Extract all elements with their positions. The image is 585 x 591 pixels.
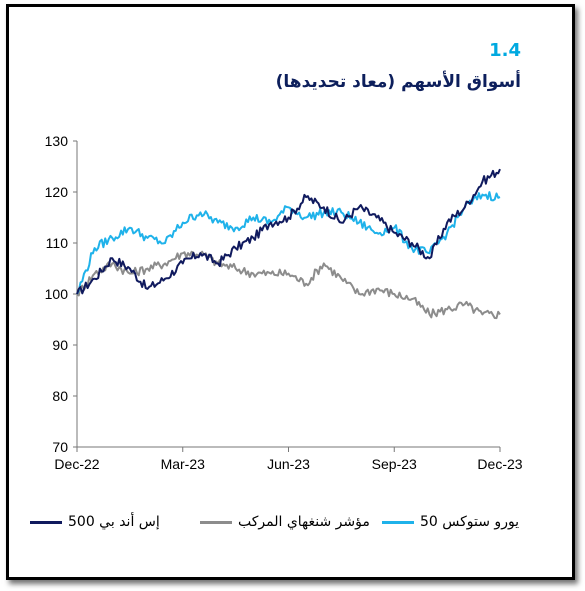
legend-item-shanghai: مؤشر شنغهاي المركب [200, 514, 370, 530]
y-tick-label: 90 [52, 337, 68, 353]
legend-item-sp500: إس أند بي 500 [30, 514, 160, 530]
y-tick-label: 80 [52, 388, 68, 404]
legend-label-eurostoxx: يورو ستوكس 50 [420, 514, 520, 530]
y-axis-ticks: 70 80 90 100 110 120 130 [45, 133, 77, 455]
line-chart: 70 80 90 100 110 120 130 Dec-22 Mar-23 Jun-23 Sep… [45, 133, 523, 472]
figure-title: أسواق الأسهم (معاد تحديدها) [275, 72, 521, 92]
series-line-sp500 [76, 168, 501, 295]
chart-axes [76, 141, 500, 448]
chart-series-lines [76, 168, 501, 320]
y-tick-label: 100 [45, 286, 69, 302]
legend-label-shanghai: مؤشر شنغهاي المركب [238, 514, 370, 530]
x-tick-label: Dec-23 [477, 456, 522, 472]
x-tick-label: Dec-22 [54, 456, 99, 472]
x-tick-label: Mar-23 [161, 456, 206, 472]
legend-swatch-eurostoxx [382, 520, 414, 524]
figure-frame [6, 4, 575, 580]
legend-swatch-sp500 [30, 520, 62, 524]
x-tick-label: Jun-23 [267, 456, 310, 472]
y-tick-label: 130 [45, 133, 69, 149]
legend-item-eurostoxx: يورو ستوكس 50 [382, 514, 519, 530]
legend-label-sp500: إس أند بي 500 [68, 514, 160, 530]
y-tick-label: 110 [46, 235, 69, 251]
figure-number: 1.4 [489, 40, 521, 61]
series-line-eurostoxx [76, 191, 501, 295]
x-tick-label: Sep-23 [372, 456, 417, 472]
x-axis-ticks: Dec-22 Mar-23 Jun-23 Sep-23 Dec-23 [54, 447, 523, 472]
legend-swatch-shanghai [200, 520, 232, 524]
chart-legend: إس أند بي 500 مؤشر شنغهاي المركب يورو ست… [0, 514, 585, 536]
series-line-shanghai [76, 250, 501, 320]
y-tick-label: 70 [52, 439, 68, 455]
y-tick-label: 120 [45, 184, 69, 200]
